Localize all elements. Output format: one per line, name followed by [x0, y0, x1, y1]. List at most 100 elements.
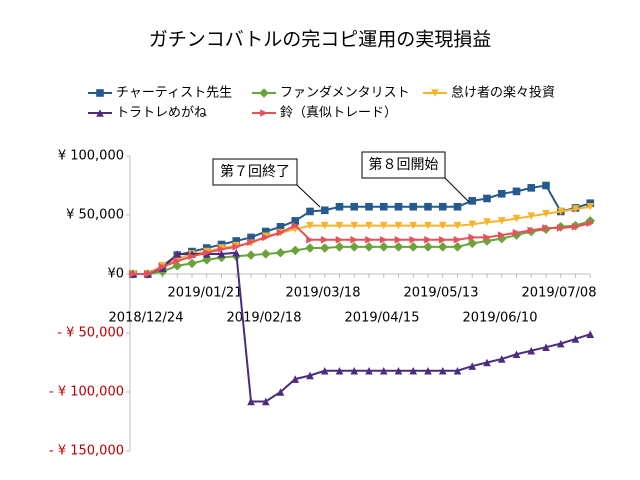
y-tick-label: - ¥ 50,000: [57, 326, 124, 341]
marker: [468, 197, 477, 205]
chart-title: ガチンコバトルの完コピ運用の実現損益: [149, 29, 492, 51]
marker: [335, 202, 344, 211]
marker: [173, 257, 182, 265]
marker: [247, 397, 255, 406]
marker: [482, 236, 492, 246]
marker: [409, 366, 418, 375]
marker: [394, 202, 403, 211]
marker: [350, 202, 359, 211]
callout-line: [444, 177, 470, 203]
marker: [438, 202, 447, 211]
marker: [261, 397, 270, 406]
marker: [320, 235, 329, 244]
marker: [452, 242, 463, 252]
marker: [424, 366, 432, 375]
marker: [379, 221, 388, 230]
marker: [408, 242, 419, 252]
legend-label: チャーティスト先生: [116, 86, 232, 101]
marker: [453, 202, 462, 211]
marker: [306, 221, 314, 230]
marker: [409, 235, 418, 244]
series-line: [133, 219, 591, 275]
marker: [335, 366, 344, 375]
legend-label: 怠け者の楽々投資: [451, 85, 555, 101]
marker: [379, 202, 388, 211]
marker: [350, 366, 359, 375]
callout-line: [296, 184, 321, 208]
marker: [158, 263, 167, 271]
marker: [349, 242, 360, 252]
marker: [320, 206, 329, 215]
marker: [497, 355, 506, 363]
marker: [334, 242, 345, 252]
marker: [276, 388, 285, 396]
marker: [378, 242, 389, 252]
marker: [247, 233, 255, 242]
marker: [468, 362, 477, 370]
marker: [379, 366, 388, 375]
marker: [409, 202, 418, 211]
marker: [394, 235, 403, 244]
marker: [424, 221, 432, 230]
x-tick-label: 2019/02/18: [227, 311, 302, 326]
marker: [586, 219, 595, 228]
marker: [217, 250, 226, 258]
marker: [365, 235, 373, 244]
marker: [424, 235, 432, 244]
marker: [232, 243, 241, 251]
marker: [483, 218, 491, 226]
y-tick-label: - ¥ 100,000: [49, 385, 124, 400]
marker: [259, 88, 269, 98]
annotation: 第８回開始: [369, 156, 439, 173]
legend-label: 鈴（真似トレード）: [280, 106, 397, 121]
marker: [453, 366, 462, 375]
marker: [438, 366, 447, 375]
marker: [511, 230, 522, 240]
marker: [586, 202, 595, 211]
marker: [365, 221, 373, 230]
marker: [320, 221, 329, 230]
marker: [260, 109, 268, 117]
marker: [319, 243, 330, 253]
marker: [187, 258, 197, 269]
marker: [585, 216, 596, 226]
marker: [497, 231, 506, 239]
marker: [409, 221, 418, 230]
marker: [202, 248, 211, 257]
marker: [571, 223, 580, 231]
x-tick-label: 2019/06/10: [463, 311, 538, 326]
marker: [497, 189, 506, 198]
marker: [306, 235, 314, 244]
marker: [129, 270, 137, 278]
series-line: [133, 251, 591, 403]
marker: [290, 245, 301, 256]
marker: [556, 207, 565, 216]
marker: [437, 242, 448, 252]
marker: [306, 371, 314, 380]
marker: [188, 252, 196, 261]
marker: [247, 238, 255, 246]
marker: [542, 181, 550, 190]
marker: [260, 249, 271, 259]
legend-label: トラトレめがね: [116, 106, 207, 121]
marker: [438, 235, 447, 244]
marker: [143, 270, 152, 278]
marker: [350, 221, 359, 230]
marker: [379, 235, 388, 244]
marker: [306, 207, 314, 216]
marker: [512, 214, 521, 223]
marker: [365, 202, 373, 211]
legend-label: ファンダメンタリスト: [280, 86, 410, 101]
marker: [291, 375, 300, 383]
marker: [261, 233, 270, 242]
marker: [527, 346, 536, 355]
marker: [542, 224, 550, 232]
x-tick-label: 2019/04/15: [345, 311, 420, 326]
marker: [424, 202, 432, 211]
marker: [468, 233, 477, 242]
marker: [423, 242, 433, 252]
callout-box: [361, 151, 446, 179]
x-tick-label: 2018/12/24: [109, 311, 184, 326]
y-tick-label: ¥ 100,000: [58, 149, 124, 164]
